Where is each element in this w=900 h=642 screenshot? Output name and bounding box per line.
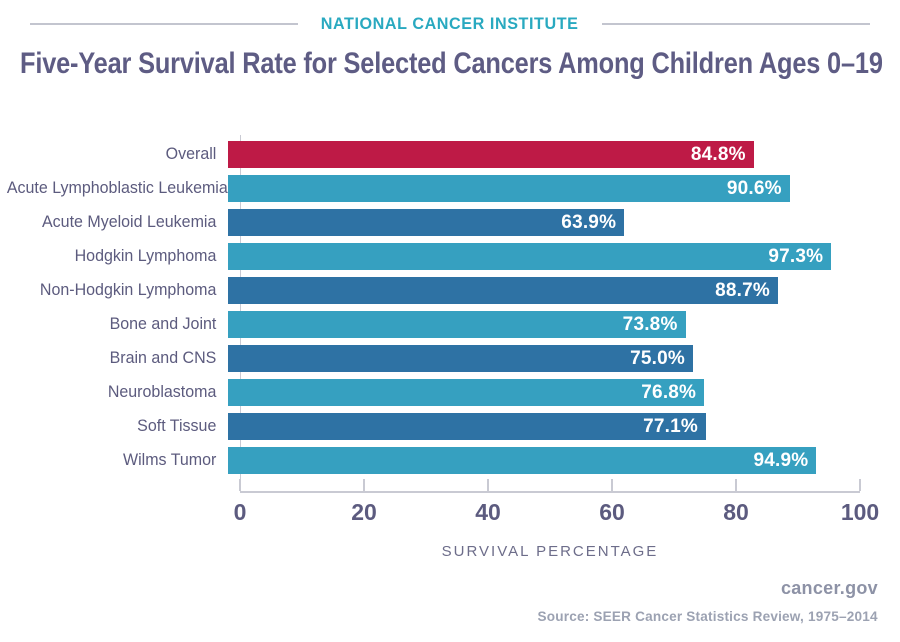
axis-tick bbox=[239, 479, 241, 491]
site-name: cancer.gov bbox=[780, 578, 878, 598]
bar-track: 63.9% bbox=[228, 209, 848, 236]
value-label: 75.0% bbox=[630, 347, 685, 369]
axis-tick bbox=[487, 479, 489, 491]
bar-track: 94.9% bbox=[228, 447, 848, 474]
bar-row: Acute Myeloid Leukemia 63.9% bbox=[0, 209, 860, 243]
value-label: 97.3% bbox=[768, 245, 824, 267]
header: NATIONAL CANCER INSTITUTE bbox=[30, 14, 871, 34]
value-label: 77.1% bbox=[643, 415, 699, 437]
bar: 97.3% bbox=[228, 243, 832, 270]
bar: 76.8% bbox=[228, 379, 705, 406]
axis-tick-label: 100 bbox=[840, 499, 880, 525]
category-label: Hodgkin Lymphoma bbox=[74, 247, 217, 265]
bar-track: 75.0% bbox=[228, 345, 848, 372]
bar: 84.8% bbox=[228, 141, 754, 168]
axis-tick bbox=[611, 479, 613, 491]
value-label: 73.8% bbox=[622, 313, 678, 335]
brand-title: NATIONAL CANCER INSTITUTE bbox=[321, 14, 579, 33]
bar: 90.6% bbox=[228, 175, 790, 202]
bar-track: 73.8% bbox=[228, 311, 848, 338]
bar-track: 77.1% bbox=[228, 413, 848, 440]
x-axis bbox=[239, 479, 861, 493]
bar-rows: Overall 84.8% Acute Lymphoblastic Leukemia… bbox=[0, 141, 860, 481]
axis-tick-label: 60 bbox=[599, 499, 625, 525]
axis-tick-label: 40 bbox=[475, 499, 501, 525]
bar: 75.0% bbox=[228, 345, 693, 372]
value-label: 94.9% bbox=[753, 449, 809, 471]
bar-track: 97.3% bbox=[228, 243, 848, 270]
category-label: Brain and CNS bbox=[109, 349, 217, 367]
value-label: 84.8% bbox=[690, 143, 746, 165]
bar-row: Non-Hodgkin Lymphoma 88.7% bbox=[0, 277, 860, 311]
bar-row: Bone and Joint 73.8% bbox=[0, 311, 860, 345]
axis-tick-label: 80 bbox=[723, 499, 749, 525]
header-rule-left bbox=[30, 23, 299, 25]
bar-row: Overall 84.8% bbox=[0, 141, 860, 175]
axis-tick bbox=[735, 479, 737, 491]
bar-track: 76.8% bbox=[228, 379, 848, 406]
category-label: Bone and Joint bbox=[109, 315, 217, 333]
bar: 94.9% bbox=[228, 447, 817, 474]
axis-tick bbox=[859, 479, 861, 491]
axis-tick-label: 20 bbox=[351, 499, 377, 525]
bar-row: Soft Tissue 77.1% bbox=[0, 413, 860, 447]
category-label: Neuroblastoma bbox=[107, 383, 217, 401]
header-rule-right bbox=[601, 23, 871, 25]
axis-tick-label: 0 bbox=[233, 499, 247, 525]
bar: 77.1% bbox=[228, 413, 707, 440]
value-label: 90.6% bbox=[726, 177, 782, 199]
bar-track: 88.7% bbox=[228, 277, 848, 304]
bar: 63.9% bbox=[228, 209, 625, 236]
value-label: 76.8% bbox=[641, 381, 697, 403]
category-label: Acute Myeloid Leukemia bbox=[41, 213, 217, 231]
bar: 73.8% bbox=[228, 311, 686, 338]
source-note: Source: SEER Cancer Statistics Review, 1… bbox=[537, 608, 878, 624]
category-label: Acute Lymphoblastic Leukemia bbox=[6, 179, 228, 197]
bar-track: 90.6% bbox=[228, 175, 848, 202]
bar-row: Acute Lymphoblastic Leukemia 90.6% bbox=[0, 175, 860, 209]
axis-tick bbox=[363, 479, 365, 491]
x-axis-title: SURVIVAL PERCENTAGE bbox=[441, 543, 659, 560]
value-label: 63.9% bbox=[561, 211, 617, 233]
category-label: Wilms Tumor bbox=[122, 451, 217, 469]
bar-row: Neuroblastoma 76.8% bbox=[0, 379, 860, 413]
category-label: Non-Hodgkin Lymphoma bbox=[39, 281, 217, 299]
x-tick-labels: 0 20 40 60 80 100 bbox=[234, 499, 880, 527]
value-label: 88.7% bbox=[715, 279, 770, 301]
chart-title: Five-Year Survival Rate for Selected Can… bbox=[20, 47, 883, 80]
category-label: Overall bbox=[165, 145, 217, 163]
bar-row: Wilms Tumor 94.9% bbox=[0, 447, 860, 481]
bar-track: 84.8% bbox=[228, 141, 848, 168]
category-label: Soft Tissue bbox=[137, 417, 217, 435]
bar: 88.7% bbox=[228, 277, 778, 304]
bar-row: Brain and CNS 75.0% bbox=[0, 345, 860, 379]
bar-row: Hodgkin Lymphoma 97.3% bbox=[0, 243, 860, 277]
